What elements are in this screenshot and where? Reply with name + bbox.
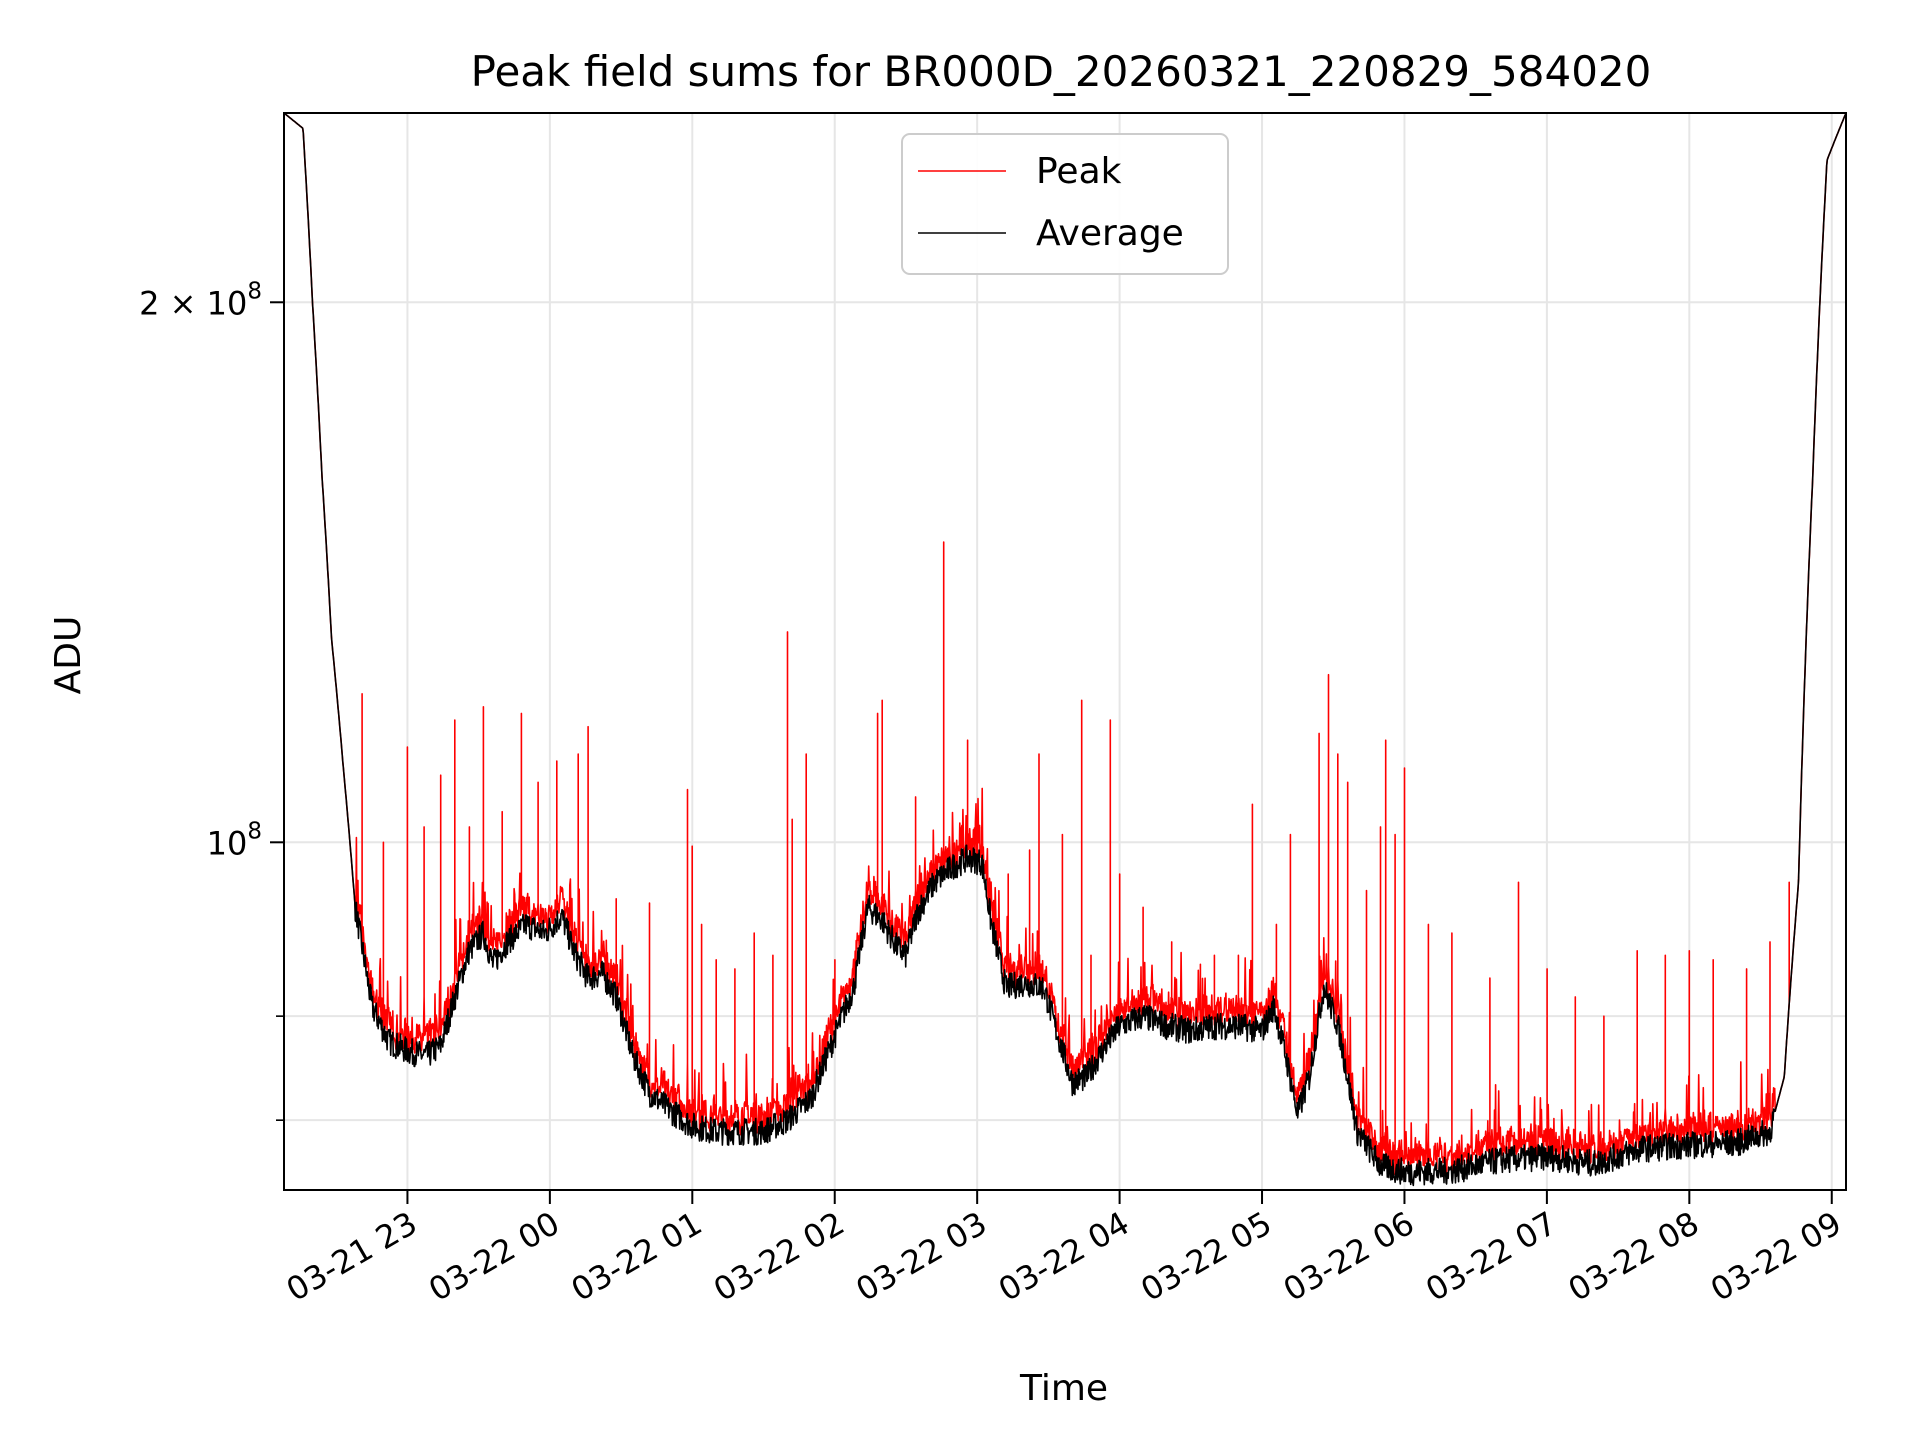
series-line-peak: [284, 113, 1846, 1175]
y-axis-label: ADU: [48, 616, 89, 695]
y-tick-label-prefix: 2 ×: [139, 284, 207, 322]
y-tick-label-exponent: 8: [247, 818, 262, 844]
y-tick-label-base: 10: [207, 284, 248, 322]
chart-title: Peak field sums for BR000D_20260321_2208…: [471, 47, 1652, 96]
legend-box: [901, 133, 1229, 275]
legend-average-label: Average: [1036, 213, 1184, 254]
y-tick-label: 2 × 108: [139, 278, 262, 322]
x-axis-label: Time: [1019, 1368, 1108, 1409]
legend-peak-label: Peak: [1036, 151, 1122, 192]
plot-area: [284, 113, 1846, 1187]
legend: Peak Average: [901, 133, 1229, 275]
plot-frame: [283, 112, 1847, 1191]
y-tick-label: 108: [207, 818, 262, 862]
y-tick-label-exponent: 8: [247, 278, 262, 304]
y-tick-label-base: 10: [207, 824, 248, 862]
series-line-average: [284, 113, 1846, 1187]
